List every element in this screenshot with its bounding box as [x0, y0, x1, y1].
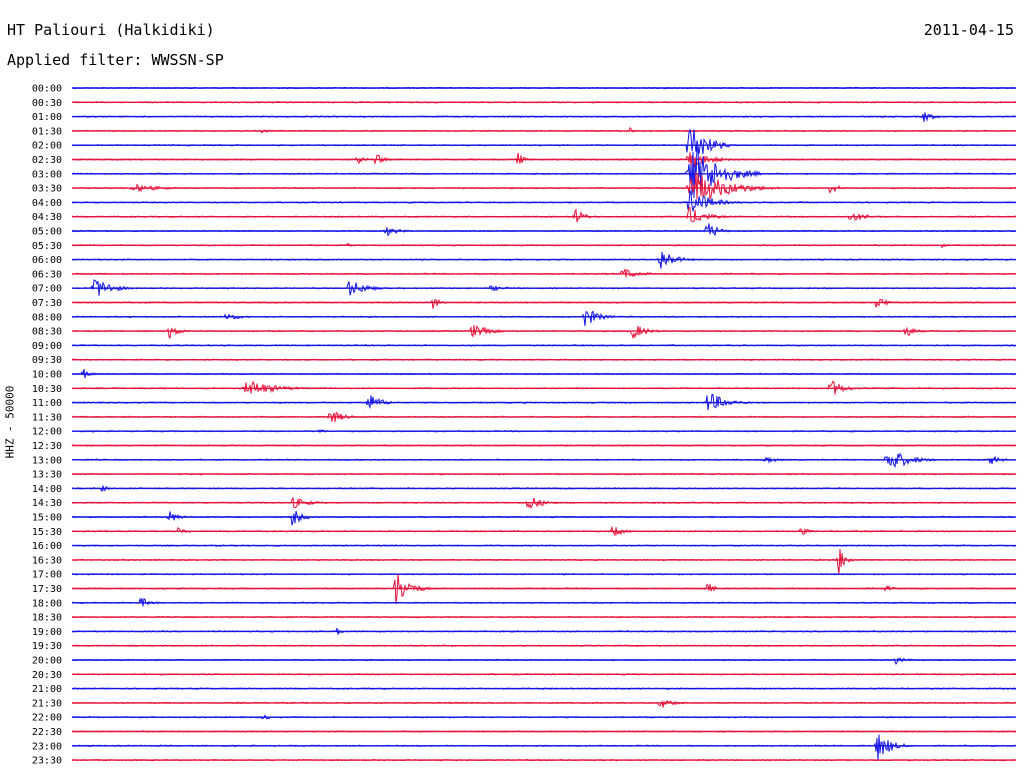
row-label: 17:00: [32, 570, 62, 581]
filter-value: WWSSN-SP: [151, 51, 224, 69]
row-label: 06:30: [32, 269, 62, 280]
row-label: 02:00: [32, 141, 62, 152]
row-label: 04:00: [32, 198, 62, 209]
row-label: 06:00: [32, 255, 62, 266]
row-label: 02:30: [32, 155, 62, 166]
station-title: HT Paliouri (Halkidiki): [7, 21, 215, 39]
filter-row: Applied filter: WWSSN-SP: [7, 51, 224, 69]
row-label: 19:00: [32, 627, 62, 638]
row-label: 23:00: [32, 741, 62, 752]
row-label: 16:00: [32, 541, 62, 552]
trace-2000: [71, 657, 1017, 666]
filter-label: Applied filter:: [7, 51, 143, 69]
row-label: 18:30: [32, 613, 62, 624]
row-label: 00:00: [32, 84, 62, 95]
row-label: 22:00: [32, 713, 62, 724]
row-label: 21:00: [32, 684, 62, 695]
row-label: 03:00: [32, 169, 62, 180]
row-label: 08:30: [32, 327, 62, 338]
row-label: 12:30: [32, 441, 62, 452]
row-label: 05:30: [32, 241, 62, 252]
row-label: 20:00: [32, 656, 62, 667]
trace-0330: [71, 171, 1017, 200]
row-label: 13:30: [32, 470, 62, 481]
trace-0400: [71, 190, 1017, 212]
row-label: 09:30: [32, 355, 62, 366]
row-label: 03:30: [32, 184, 62, 195]
row-label: 11:30: [32, 412, 62, 423]
row-label: 04:30: [32, 212, 62, 223]
trace-0800: [71, 310, 1017, 326]
row-label: 22:30: [32, 727, 62, 738]
row-label: 00:30: [32, 98, 62, 109]
trace-1500: [71, 510, 1017, 526]
row-label: 08:00: [32, 312, 62, 323]
row-label: 10:00: [32, 370, 62, 381]
row-label: 01:30: [32, 126, 62, 137]
row-label: 05:00: [32, 227, 62, 238]
row-label: 01:00: [32, 112, 62, 123]
row-label: 07:30: [32, 298, 62, 309]
row-label: 13:00: [32, 455, 62, 466]
row-label: 07:00: [32, 284, 62, 295]
row-label: 21:30: [32, 698, 62, 709]
trace-2300: [71, 734, 1017, 761]
trace-1630: [71, 548, 1017, 574]
row-label: 12:00: [32, 427, 62, 438]
trace-2130: [71, 699, 1016, 708]
row-label: 16:30: [32, 555, 62, 566]
trace-0430: [71, 207, 1017, 223]
row-label: 15:30: [32, 527, 62, 538]
row-label: 11:00: [32, 398, 62, 409]
row-label: 14:00: [32, 484, 62, 495]
row-label: 20:30: [32, 670, 62, 681]
row-label: 19:30: [32, 641, 62, 652]
row-label: 15:00: [32, 513, 62, 524]
trace-0300: [71, 145, 1017, 198]
row-label: 18:00: [32, 598, 62, 609]
row-label: 17:30: [32, 584, 62, 595]
date-label: 2011-04-15: [923, 21, 1014, 39]
trace-0200: [71, 129, 1017, 155]
trace-0500: [71, 223, 1017, 237]
row-label: 23:30: [32, 756, 62, 767]
row-label: 09:00: [32, 341, 62, 352]
row-label: 14:30: [32, 498, 62, 509]
row-label: 10:30: [32, 384, 62, 395]
trace-0730: [71, 298, 1017, 309]
